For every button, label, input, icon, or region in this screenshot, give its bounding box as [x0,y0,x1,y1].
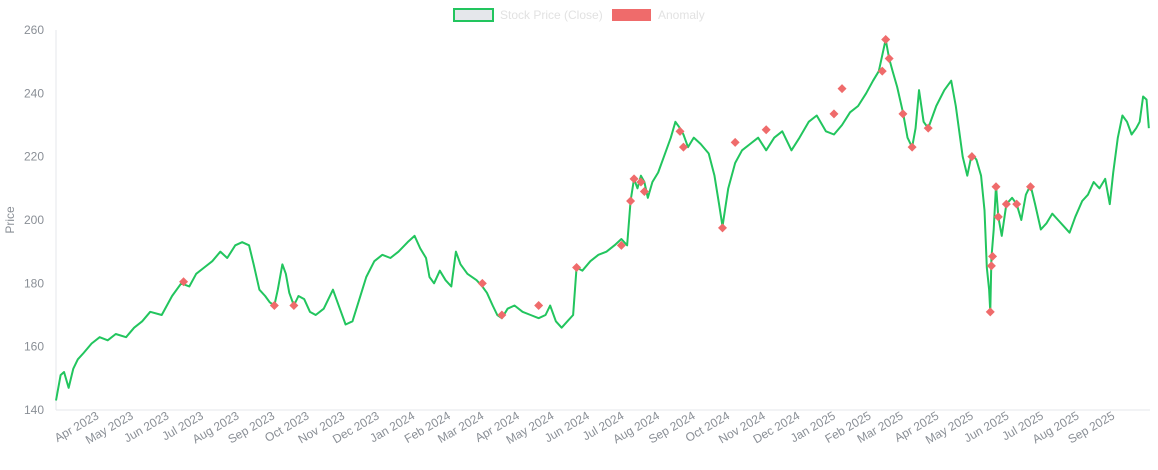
anomaly-marker[interactable] [1012,199,1022,209]
anomaly-layer [179,35,1035,320]
legend-swatch-stock-price [453,8,494,22]
price-series-line [55,38,1150,401]
legend-swatch-anomaly [612,9,651,21]
anomaly-marker[interactable] [898,109,908,119]
anomaly-marker[interactable] [837,84,847,94]
anomaly-marker[interactable] [289,301,299,310]
anomaly-marker[interactable] [884,54,894,63]
anomaly-marker[interactable] [730,137,740,147]
anomaly-marker[interactable] [626,196,636,206]
anomaly-marker[interactable] [881,35,891,44]
y-axis-ticks: 260 240 220 200 180 160 140 [24,23,44,417]
y-axis-title: Price [3,206,17,234]
anomaly-marker[interactable] [678,142,688,152]
anomaly-marker[interactable] [829,109,839,119]
anomaly-marker[interactable] [923,123,933,133]
anomaly-marker[interactable] [967,152,977,162]
anomaly-marker[interactable] [636,177,646,187]
y-tick-label: 260 [24,23,44,37]
y-tick-label: 220 [24,150,44,164]
anomaly-marker[interactable] [993,212,1003,222]
anomaly-marker[interactable] [639,187,649,196]
y-tick-label: 160 [24,340,44,354]
anomaly-marker[interactable] [986,261,996,271]
anomaly-marker[interactable] [269,301,279,310]
anomaly-marker[interactable] [907,142,917,152]
anomaly-marker[interactable] [761,125,771,135]
anomaly-marker[interactable] [1001,199,1011,209]
legend-label-anomaly: Anomaly [658,8,705,22]
anomaly-marker[interactable] [179,277,189,287]
anomaly-marker[interactable] [616,240,626,250]
anomaly-marker[interactable] [497,310,507,320]
anomaly-marker[interactable] [985,307,995,317]
anomaly-marker[interactable] [534,301,544,310]
legend-item-anomaly[interactable]: Anomaly [612,8,705,22]
anomaly-marker[interactable] [629,174,639,184]
anomaly-marker[interactable] [477,278,487,288]
anomaly-marker[interactable] [988,251,998,261]
anomaly-marker[interactable] [675,126,685,136]
anomaly-marker[interactable] [572,263,582,272]
anomaly-marker[interactable] [1025,182,1035,192]
anomaly-marker[interactable] [877,66,887,76]
legend-label-stock-price: Stock Price (Close) [500,8,603,22]
y-tick-label: 140 [24,403,44,417]
y-tick-label: 180 [24,276,44,290]
anomaly-marker[interactable] [991,182,1001,192]
y-tick-label: 240 [24,86,44,100]
y-tick-label: 200 [24,213,44,227]
legend[interactable]: Stock Price (Close) Anomaly [453,8,705,22]
legend-item-stock[interactable]: Stock Price (Close) [453,8,603,22]
series-layer [55,38,1150,401]
anomaly-marker[interactable] [718,223,728,233]
